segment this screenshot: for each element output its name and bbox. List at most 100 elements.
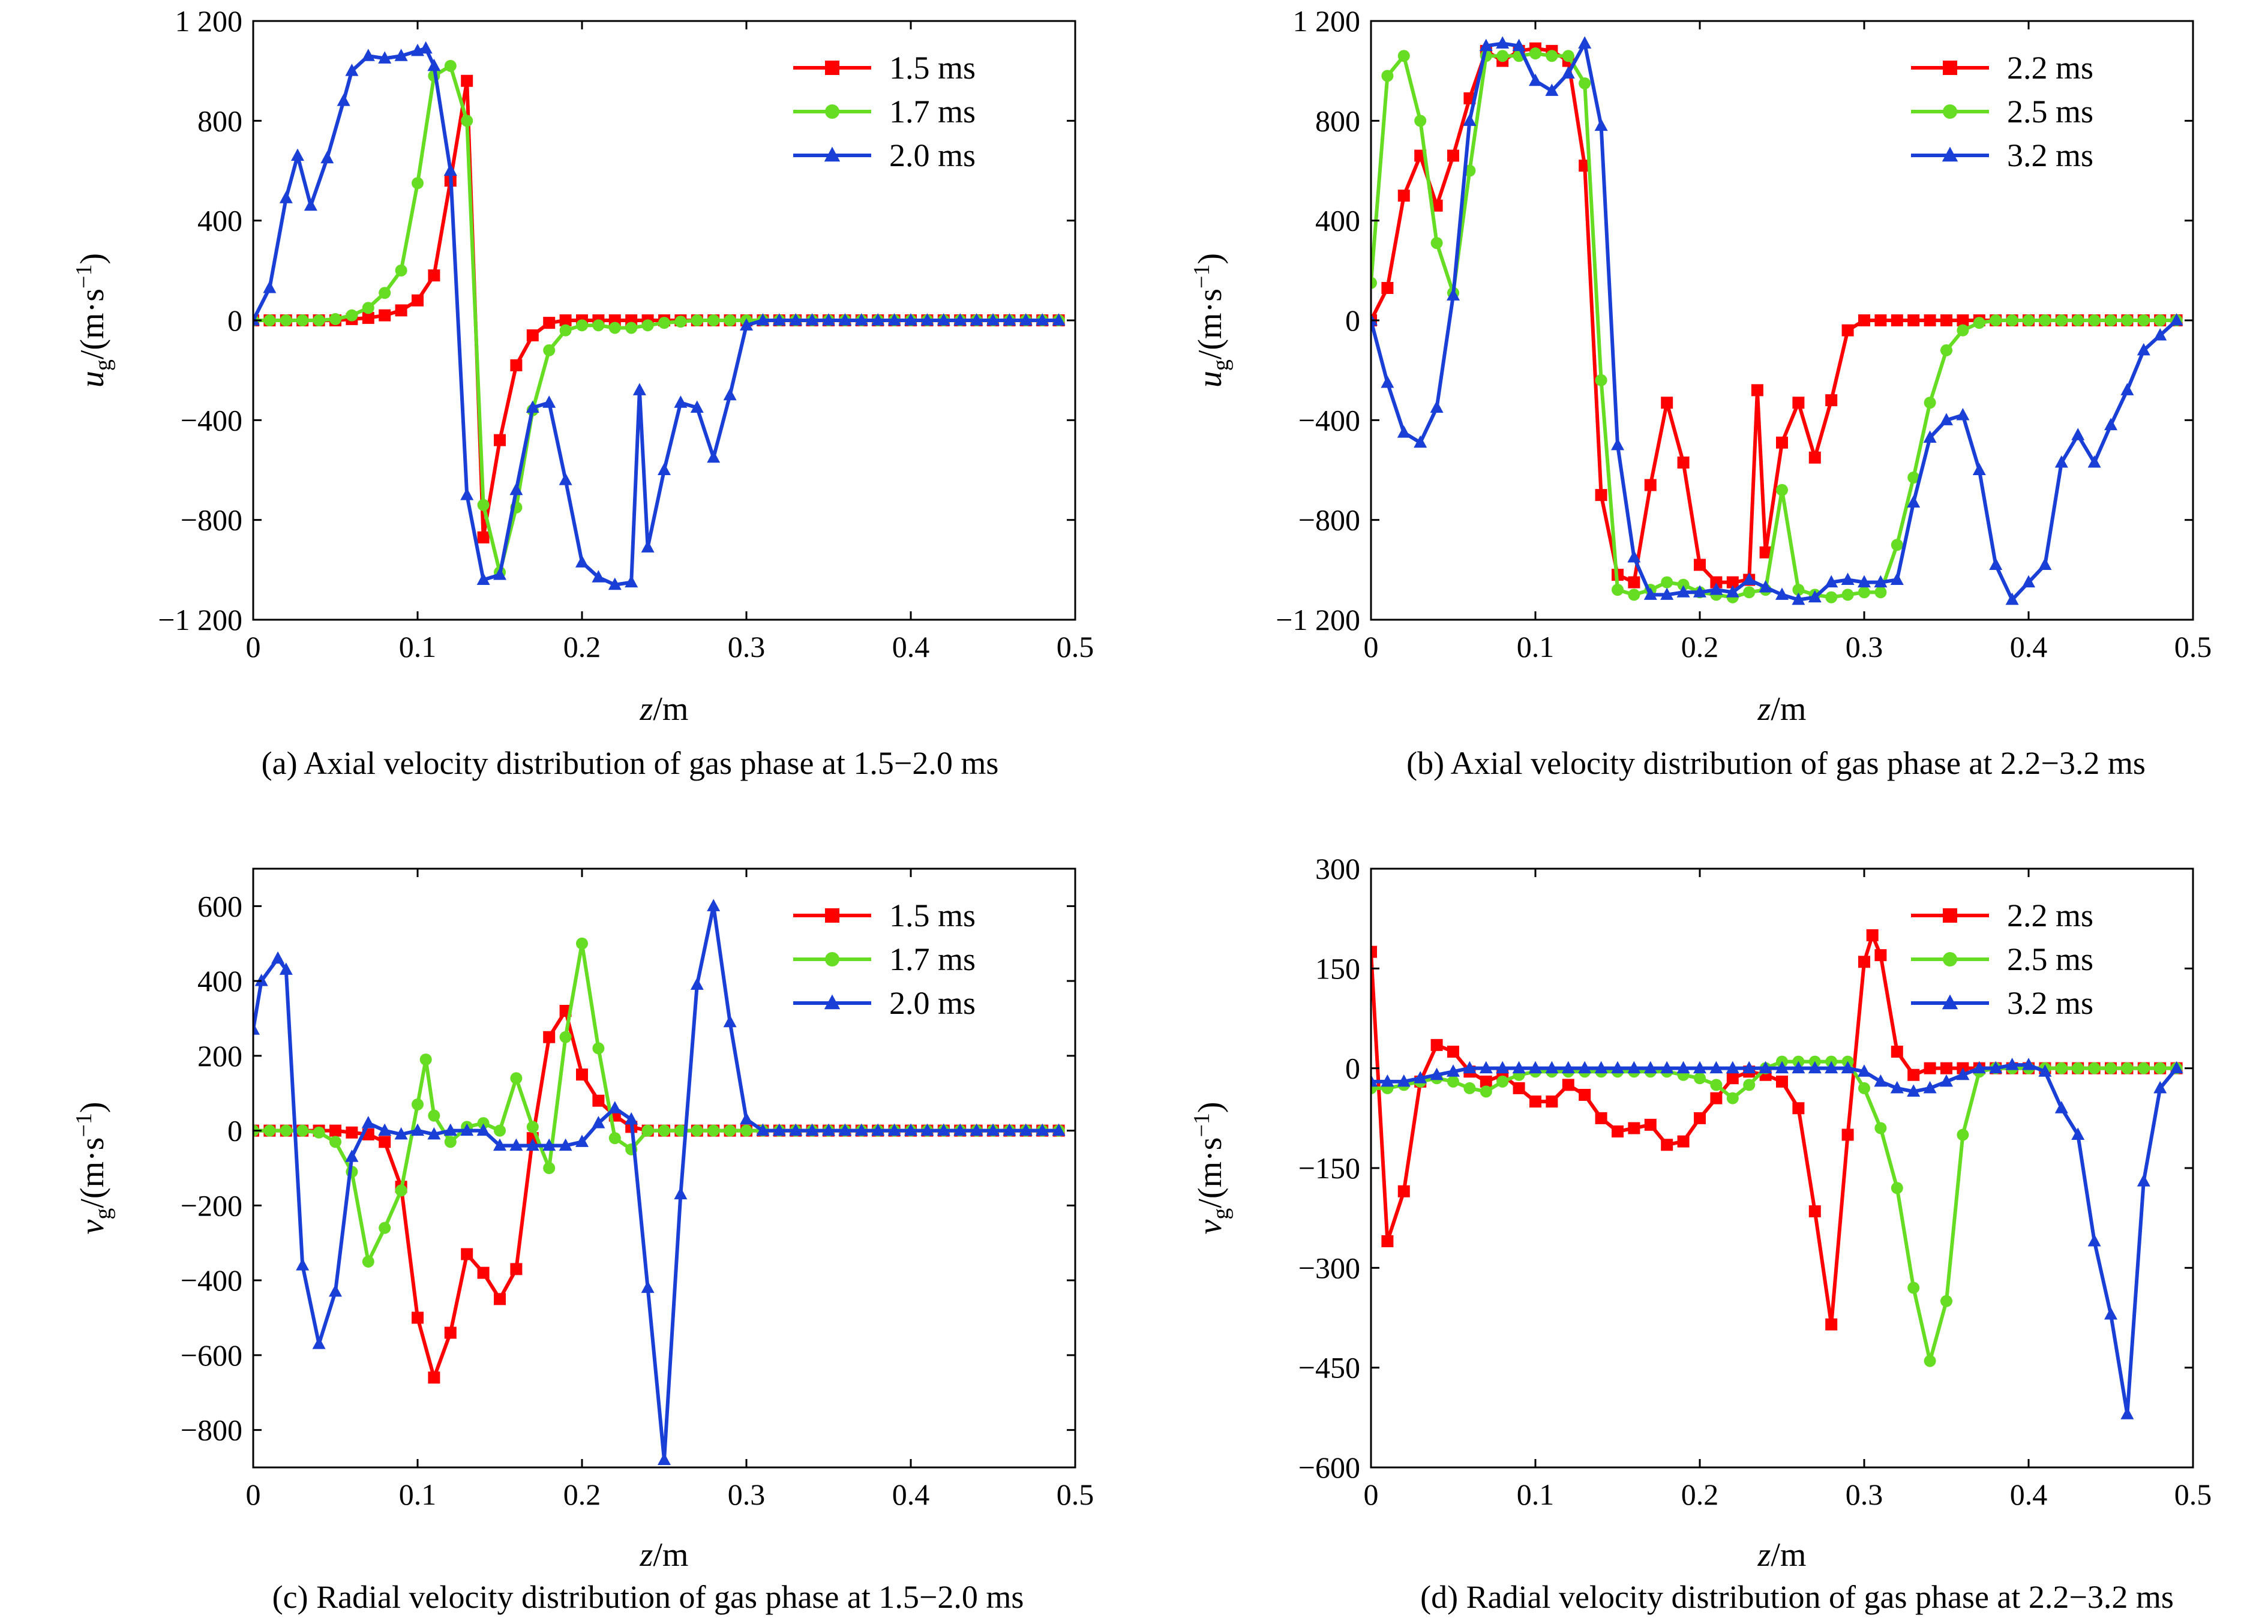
data-point xyxy=(526,1138,539,1151)
data-point xyxy=(1397,425,1411,438)
data-point xyxy=(379,309,391,322)
data-point xyxy=(559,473,572,485)
data-point xyxy=(1874,949,1887,962)
legend-marker xyxy=(1942,994,1958,1010)
legend-marker xyxy=(1943,104,1957,119)
data-point xyxy=(805,1123,819,1136)
data-point xyxy=(576,319,588,332)
y-axis-label: ug/(m·s−1) xyxy=(1189,253,1234,388)
y-tick-label: 0 xyxy=(227,304,242,337)
data-point xyxy=(641,1280,655,1293)
data-point xyxy=(509,482,523,496)
data-point xyxy=(1643,587,1657,600)
data-point xyxy=(1775,587,1789,600)
data-point xyxy=(427,1127,441,1140)
data-point xyxy=(477,1117,490,1130)
data-point xyxy=(345,64,359,76)
data-point xyxy=(2054,455,2068,468)
data-point xyxy=(2104,418,2117,431)
data-point xyxy=(1562,50,1574,62)
data-point xyxy=(756,1123,770,1136)
data-point xyxy=(2105,314,2117,326)
data-point xyxy=(1052,313,1066,326)
legend-label: 1.5 ms xyxy=(889,50,976,86)
data-point xyxy=(543,1162,556,1174)
data-point xyxy=(559,1138,572,1151)
data-point xyxy=(543,317,556,329)
data-point xyxy=(1397,50,1410,62)
data-point xyxy=(329,1124,341,1137)
data-point xyxy=(1371,313,1378,326)
data-point xyxy=(378,51,392,64)
data-point xyxy=(526,329,539,341)
data-point xyxy=(1479,1061,1493,1074)
data-point xyxy=(2022,1058,2035,1070)
data-point xyxy=(379,1136,391,1148)
data-point xyxy=(476,572,490,585)
data-point xyxy=(1661,576,1673,589)
data-point xyxy=(1677,1135,1690,1148)
data-point xyxy=(724,314,736,326)
data-point xyxy=(1546,50,1558,62)
data-point xyxy=(632,383,646,395)
data-point xyxy=(1792,584,1805,596)
data-point xyxy=(1019,1123,1033,1136)
x-tick-label: 0.3 xyxy=(1846,1478,1883,1511)
data-point xyxy=(1397,1074,1411,1087)
data-point xyxy=(2120,1407,2134,1419)
data-point xyxy=(608,322,621,334)
data-point xyxy=(2153,1080,2167,1094)
panel-caption: (b) Axial velocity distribution of gas p… xyxy=(1406,745,2146,781)
data-point xyxy=(2153,328,2167,341)
y-tick-label: −600 xyxy=(1298,1451,1360,1484)
data-point xyxy=(1594,118,1608,131)
y-tick-label: −1 200 xyxy=(158,603,242,637)
data-point xyxy=(428,1371,440,1384)
data-point xyxy=(1973,317,1985,329)
y-axis-label: ug/(m·s−1) xyxy=(71,253,116,388)
legend-label: 3.2 ms xyxy=(2007,985,2093,1021)
series-1.5-ms xyxy=(253,1005,1065,1384)
data-point xyxy=(1874,1074,1888,1087)
data-point xyxy=(1924,397,1936,409)
y-tick-label: 0 xyxy=(227,1114,242,1148)
data-point xyxy=(1825,1318,1838,1331)
x-tick-label: 0.2 xyxy=(1681,630,1719,664)
data-point xyxy=(1414,115,1427,127)
data-point xyxy=(1776,1075,1788,1088)
data-point xyxy=(510,1263,523,1275)
data-point xyxy=(592,1042,605,1055)
data-point xyxy=(412,177,424,190)
legend-marker xyxy=(825,61,839,75)
data-point xyxy=(1512,38,1526,52)
legend-label: 3.2 ms xyxy=(2007,137,2093,173)
data-point xyxy=(2154,1062,2167,1074)
data-point xyxy=(1858,956,1870,968)
data-point xyxy=(920,313,934,326)
data-point xyxy=(395,1184,407,1197)
x-tick-label: 0 xyxy=(1364,1478,1379,1511)
x-tick-label: 0.4 xyxy=(892,630,930,664)
data-point xyxy=(625,575,638,588)
data-point xyxy=(1841,324,1854,337)
data-point xyxy=(2072,314,2084,326)
data-point xyxy=(526,1121,539,1133)
data-point xyxy=(263,1124,276,1137)
data-point xyxy=(822,313,835,326)
data-point xyxy=(1447,288,1460,301)
data-point xyxy=(2137,314,2150,326)
legend-entry: 1.5 ms xyxy=(793,897,976,933)
data-point xyxy=(443,163,457,176)
data-point xyxy=(1627,550,1641,563)
data-point xyxy=(395,304,407,317)
panel-caption: (a) Axial velocity distribution of gas p… xyxy=(262,745,999,781)
data-point xyxy=(740,318,753,331)
data-point xyxy=(1430,1038,1443,1051)
data-point xyxy=(1644,479,1657,491)
data-point xyxy=(362,302,374,314)
data-point xyxy=(542,1138,556,1151)
y-tick-label: −800 xyxy=(181,1413,242,1447)
data-point xyxy=(772,313,786,326)
series-3.2-ms xyxy=(1371,1058,2183,1419)
data-point xyxy=(346,309,358,322)
